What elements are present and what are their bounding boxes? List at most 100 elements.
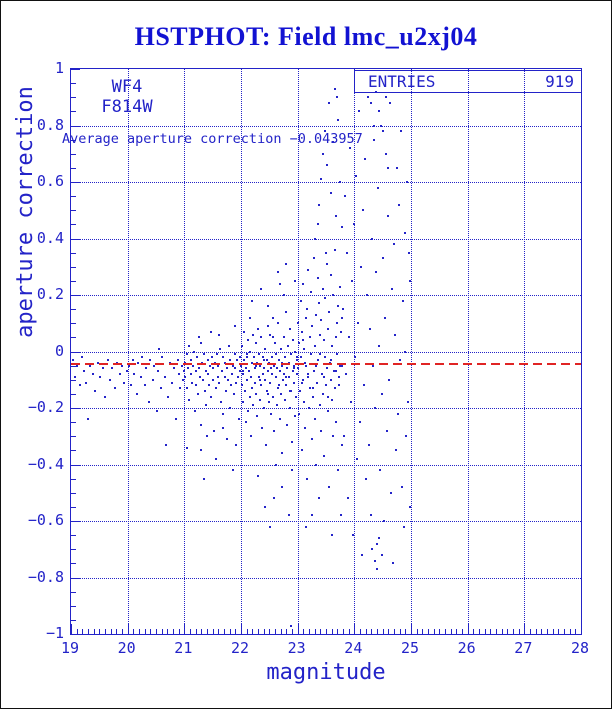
gridline-horizontal: [71, 295, 581, 296]
scatter-point: [209, 395, 212, 398]
y-minor-tick: [71, 280, 76, 282]
x-minor-tick: [88, 629, 89, 634]
scatter-point: [323, 296, 326, 299]
entries-value: 919: [545, 72, 574, 91]
x-minor-tick: [229, 629, 231, 634]
x-minor-tick: [167, 629, 169, 634]
x-minor-tick: [320, 629, 322, 634]
scatter-point: [189, 373, 192, 376]
scatter-point: [331, 344, 334, 347]
y-minor-tick: [71, 323, 76, 325]
scatter-point: [404, 350, 407, 353]
scatter-point: [143, 384, 146, 387]
scatter-point: [101, 367, 104, 370]
scatter-point: [271, 316, 274, 319]
scatter-point: [402, 525, 405, 528]
scatter-point: [269, 333, 272, 336]
scatter-point: [406, 181, 409, 183]
scatter-point: [326, 409, 329, 412]
scatter-point: [231, 469, 234, 472]
scatter-point: [352, 534, 355, 537]
x-minor-tick: [105, 629, 106, 634]
scatter-point: [123, 381, 126, 384]
scatter-point: [127, 364, 130, 367]
y-minor-tick: [71, 506, 76, 508]
y-minor-tick: [71, 83, 76, 85]
scatter-point: [235, 443, 238, 446]
x-minor-tick: [462, 629, 463, 634]
scatter-point: [385, 429, 388, 432]
x-minor-tick: [122, 629, 123, 634]
scatter-point: [209, 330, 212, 333]
scatter-point: [328, 310, 331, 313]
y-major-tick: [71, 577, 80, 579]
scatter-point: [273, 429, 276, 432]
y-major-tick: [71, 634, 80, 635]
scatter-point: [284, 375, 287, 378]
y-major-tick: [71, 521, 80, 522]
x-tick-label: 25: [400, 639, 420, 657]
scatter-point: [275, 404, 278, 407]
x-minor-tick: [507, 629, 509, 634]
scatter-point: [332, 370, 335, 373]
scatter-point: [300, 449, 303, 452]
scatter-point: [396, 412, 399, 415]
scatter-point: [365, 294, 368, 296]
y-minor-tick: [71, 436, 76, 438]
y-minor-tick: [71, 196, 76, 198]
scatter-point: [313, 237, 316, 240]
scatter-point: [258, 378, 261, 381]
scatter-point: [274, 375, 277, 378]
y-tick-label: −0.8: [27, 567, 64, 586]
scatter-point: [310, 353, 313, 356]
scatter-point: [133, 373, 136, 376]
x-minor-tick: [479, 629, 480, 634]
scatter-point: [322, 152, 325, 155]
x-major-tick: [581, 624, 582, 634]
scatter-point: [184, 375, 187, 378]
scatter-point: [257, 375, 260, 378]
scatter-point: [311, 387, 314, 390]
y-major-tick: [71, 238, 80, 240]
y-minor-tick: [71, 619, 76, 621]
scatter-point: [356, 457, 359, 460]
scatter-point: [186, 387, 189, 390]
scatter-point: [399, 130, 402, 133]
x-minor-tick: [150, 629, 152, 634]
scatter-point: [169, 361, 172, 364]
scatter-point: [218, 333, 221, 336]
gridline-horizontal: [71, 521, 581, 522]
scatter-point: [288, 407, 291, 409]
scatter-point: [268, 361, 271, 364]
scatter-point: [326, 395, 329, 398]
scatter-point: [197, 336, 200, 339]
y-major-tick: [71, 182, 80, 183]
scatter-point: [249, 375, 252, 378]
scatter-point: [262, 407, 265, 409]
scatter-point: [373, 407, 376, 409]
scatter-point: [181, 378, 184, 381]
scatter-point: [277, 384, 280, 387]
y-minor-tick: [71, 252, 76, 254]
x-minor-tick: [331, 629, 333, 634]
scatter-point: [193, 409, 196, 412]
x-major-tick: [241, 624, 242, 634]
scatter-point: [318, 404, 321, 407]
scatter-point: [389, 101, 392, 104]
scatter-point: [339, 364, 342, 367]
x-minor-tick: [445, 629, 446, 634]
scatter-point: [233, 325, 236, 328]
x-minor-tick: [207, 629, 208, 634]
scatter-point: [80, 356, 83, 359]
scatter-point: [304, 426, 307, 429]
scatter-point: [245, 421, 248, 424]
scatter-point: [215, 353, 218, 356]
y-tick-label: 0.4: [36, 228, 64, 247]
scatter-point: [322, 392, 325, 395]
scatter-point: [185, 353, 188, 356]
scatter-point: [314, 463, 317, 466]
scatter-point: [291, 370, 294, 373]
y-minor-tick: [71, 139, 76, 141]
x-minor-tick: [428, 629, 429, 634]
scatter-point: [322, 339, 325, 342]
